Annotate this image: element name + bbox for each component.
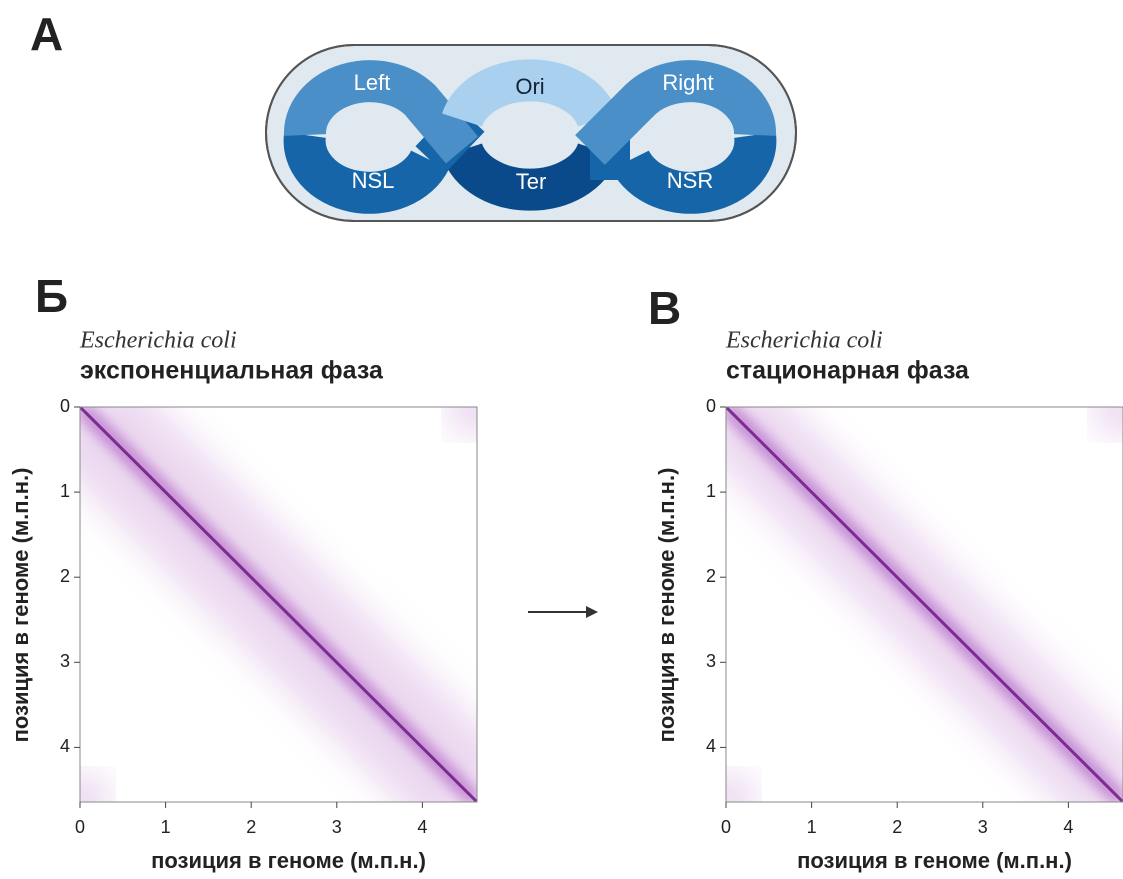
frame — [79, 406, 478, 803]
y-tick-label: 2 — [706, 566, 716, 586]
diagonal — [80, 407, 477, 802]
panel-label: А — [30, 8, 63, 60]
x-tick-label: 3 — [332, 817, 342, 837]
y-tick-label: 2 — [60, 566, 70, 586]
corner-spot — [447, 407, 477, 437]
y-tick-label: 4 — [60, 736, 70, 756]
phase: стационарная фаза — [726, 357, 970, 385]
y-tick-label: 3 — [60, 651, 70, 671]
x-tick-label: 4 — [417, 817, 427, 837]
x-tick-label: 1 — [807, 817, 817, 837]
panel-label: В — [648, 282, 681, 334]
heatmap — [80, 407, 477, 802]
y-tick-label: 1 — [706, 481, 716, 501]
arrow — [528, 606, 598, 618]
frame — [725, 406, 1123, 803]
x-tick-label: 0 — [75, 817, 85, 837]
y-tick-label: 1 — [60, 481, 70, 501]
x-axis-label: позиция в геноме (м.п.н.) — [151, 848, 426, 873]
x-tick-label: 2 — [892, 817, 902, 837]
segment-label: NSL — [352, 168, 395, 193]
segment-label: Ter — [516, 169, 547, 194]
panel-label: Б — [35, 270, 68, 322]
x-tick-label: 2 — [246, 817, 256, 837]
y-axis-label: позиция в геноме (м.п.н.) — [654, 468, 679, 743]
organism: Escherichia coli — [79, 328, 237, 354]
chromosome-diagram — [265, 44, 797, 222]
heatmap — [726, 407, 1123, 802]
y-tick-label: 0 — [60, 396, 70, 416]
corner-spot — [1093, 407, 1123, 437]
segment-label: Left — [354, 70, 391, 95]
y-tick-label: 4 — [706, 736, 716, 756]
y-tick-label: 3 — [706, 651, 716, 671]
x-axis-label: позиция в геноме (м.п.н.) — [797, 848, 1072, 873]
diagonal — [726, 407, 1123, 802]
x-tick-label: 4 — [1063, 817, 1073, 837]
x-tick-label: 0 — [721, 817, 731, 837]
x-tick-label: 3 — [978, 817, 988, 837]
x-tick-label: 1 — [161, 817, 171, 837]
organism: Escherichia coli — [725, 328, 883, 354]
corner-spot — [726, 772, 756, 802]
segment-label: Ori — [515, 74, 544, 99]
phase: экспоненциальная фаза — [80, 357, 384, 385]
corner-spot — [80, 772, 110, 802]
segment-label: Right — [662, 70, 713, 95]
y-tick-label: 0 — [706, 396, 716, 416]
y-axis-label: позиция в геноме (м.п.н.) — [8, 468, 33, 743]
segment-label: NSR — [667, 168, 713, 193]
